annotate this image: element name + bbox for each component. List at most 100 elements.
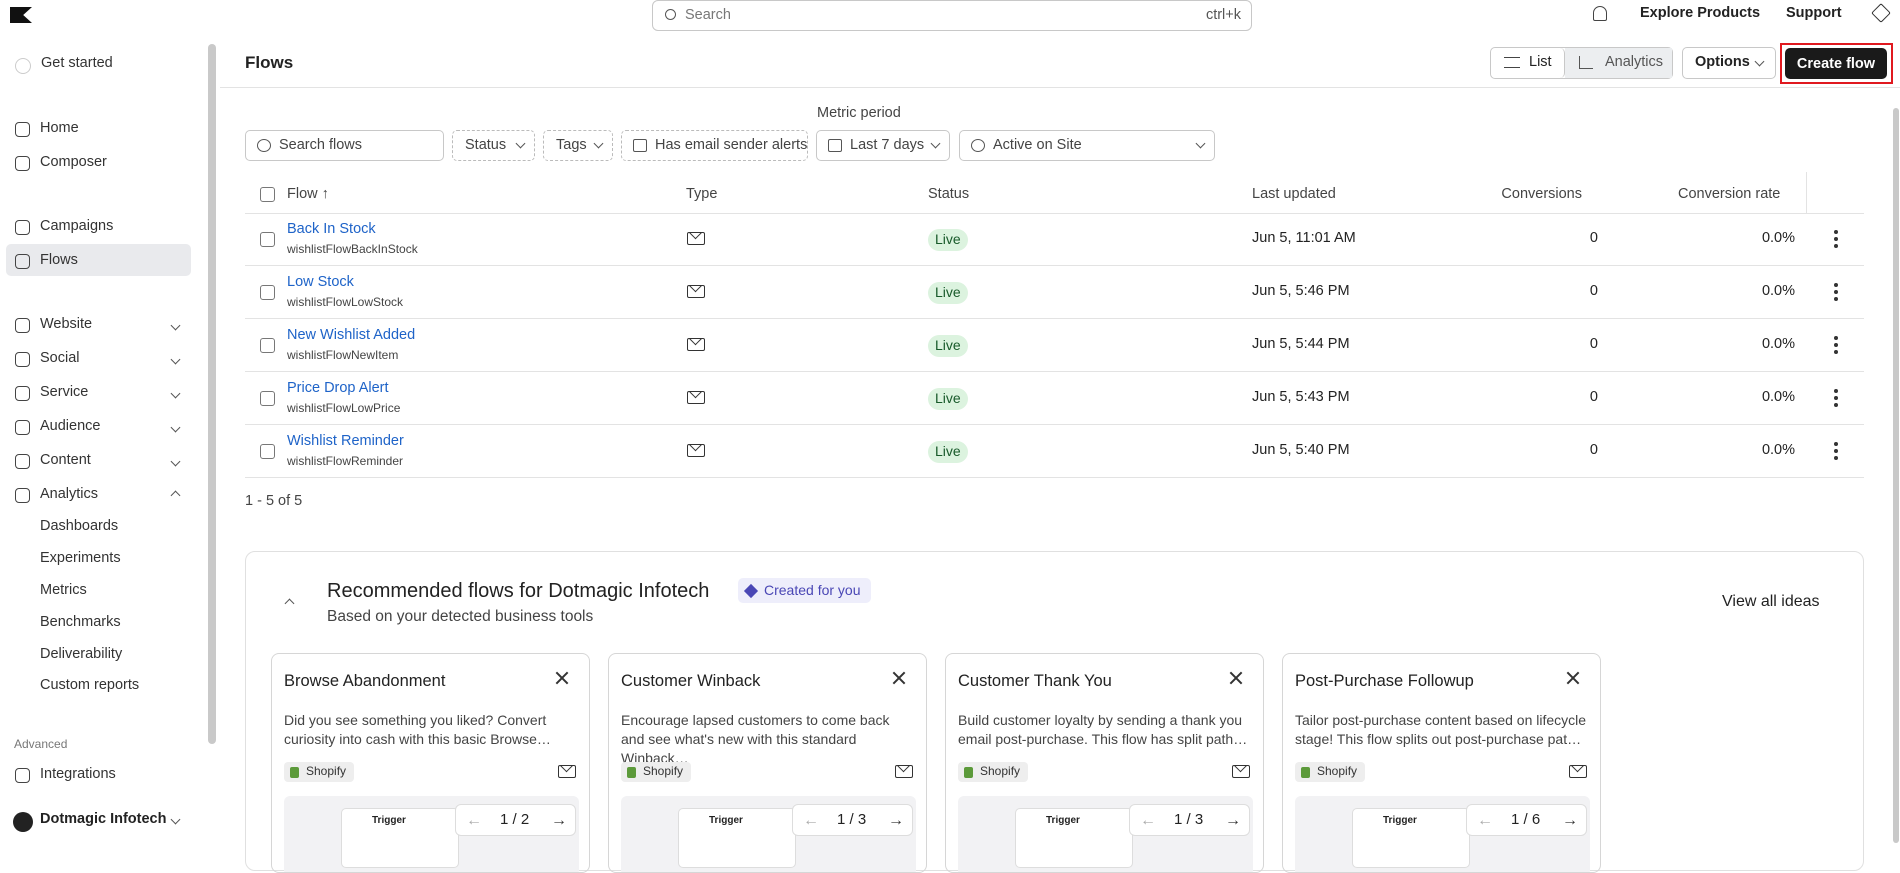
flow-name[interactable]: Wishlist Reminder [287,433,404,449]
shopify-icon [290,767,299,778]
period-select[interactable]: Last 7 days [816,130,950,161]
flow-name[interactable]: Price Drop Alert [287,380,389,396]
flow-name[interactable]: New Wishlist Added [287,327,416,343]
card-close[interactable] [1228,670,1244,686]
checkbox[interactable] [260,444,275,459]
nav-item[interactable]: Metrics [40,582,87,598]
dot [1834,343,1838,347]
nav-item[interactable]: Campaigns [40,218,114,234]
page-title: Flows [245,53,294,72]
chevron [515,138,526,149]
chevron [170,422,181,433]
conversions: 0 [1589,442,1598,458]
card-preview: Trigger ← → 1 / 3 [621,796,916,872]
flow-card: Post-Purchase Followup Tailor post-purcha… [1282,653,1601,873]
nav-item[interactable]: Integrations [40,766,116,782]
column-header: Conversion rate [1678,186,1781,202]
conversions: 0 [1589,389,1598,405]
card-description: Did you see something you liked? Convert… [284,712,551,747]
nav-item[interactable]: Home [40,120,79,136]
card-close[interactable] [554,670,570,686]
tags-filter[interactable]: Tags [543,130,613,161]
nav-item[interactable]: Audience [40,418,101,434]
checkbox[interactable] [260,187,275,202]
dot [1834,237,1838,241]
metric-select[interactable]: Active on Site [959,130,1215,161]
row-menu[interactable] [1834,442,1838,460]
flow-name[interactable]: Back In Stock [287,221,376,237]
dot [1834,442,1838,446]
nav-item[interactable]: Deliverability [40,646,123,662]
options-button[interactable]: Options [1682,47,1776,79]
flow-id: wishlistFlowReminder [287,454,404,468]
top-link[interactable]: Explore Products [1640,5,1761,21]
checkbox[interactable] [260,232,275,247]
pager-label: 1 / 3 [837,811,867,828]
checkbox[interactable] [260,285,275,300]
alerts-filter[interactable]: Has email sender alerts [621,130,808,161]
nav-item[interactable]: Experiments [40,550,121,566]
email-flap [688,445,704,452]
nav-icon [15,386,30,401]
card-preview: Trigger ← → 1 / 3 [958,796,1253,872]
card-description: Tailor post-purchase content based on li… [1295,712,1587,747]
global-search[interactable]: Search ctrl+k [652,0,1252,31]
search-icon [665,9,676,20]
nav-item[interactable]: Social [40,350,80,366]
prev-arrow[interactable]: ← [466,812,482,829]
nav-item[interactable]: Content [40,452,91,468]
conversion-rate: 0.0% [1761,442,1795,458]
bell-icon[interactable] [1593,6,1607,21]
nav-item[interactable]: Composer [40,154,107,170]
conversion-rate: 0.0% [1761,389,1795,405]
card-close[interactable] [1565,670,1581,686]
sparkle-icon[interactable] [1871,3,1891,23]
search-flows[interactable]: Search flows [245,130,444,161]
preview-pager: ← → 1 / 3 [792,804,913,836]
next-arrow[interactable]: → [1225,812,1241,829]
create-flow-button[interactable]: Create flow [1785,48,1887,79]
nav-icon [15,768,30,783]
email-icon [895,765,913,778]
row-menu[interactable] [1834,283,1838,301]
chevron [170,456,181,467]
email-icon [558,765,576,778]
nav-item[interactable]: Dashboards [40,518,119,534]
nav-item[interactable]: Get started [41,55,113,71]
nav-item[interactable]: Flows [40,252,78,268]
next-arrow[interactable]: → [1562,812,1578,829]
next-arrow[interactable]: → [551,812,567,829]
next-arrow[interactable]: → [888,812,904,829]
nav-item[interactable]: Benchmarks [40,614,121,630]
account-name[interactable]: Dotmagic Infotech [40,811,167,827]
prev-arrow[interactable]: ← [1477,812,1493,829]
list-icon [1504,57,1520,68]
flow-name[interactable]: Low Stock [287,274,354,290]
prev-arrow[interactable]: ← [1140,812,1156,829]
chevron [1754,56,1765,67]
prev-arrow[interactable]: ← [803,812,819,829]
column-header[interactable]: Flow ↑ [287,186,329,202]
nav-item[interactable]: Analytics [40,486,99,502]
nav-item[interactable]: Custom reports [40,677,140,693]
top-link[interactable]: Support [1786,5,1842,21]
toggle-list[interactable] [1491,48,1565,78]
row-menu[interactable] [1834,230,1838,248]
conversions: 0 [1589,336,1598,352]
nav-item[interactable]: Website [40,316,93,332]
card-close[interactable] [891,670,907,686]
row-menu[interactable] [1834,389,1838,407]
pager-label: 1 / 3 [1174,811,1204,828]
chevron [170,320,181,331]
nav-item[interactable]: Service [40,384,89,400]
email-flap [1233,766,1249,773]
filter-label: Has email sender alerts [655,137,808,153]
row-menu[interactable] [1834,336,1838,354]
preview-pager: ← → 1 / 2 [455,804,576,836]
checkbox[interactable] [260,391,275,406]
view-all[interactable]: View all ideas [1722,593,1820,610]
checkbox[interactable] [260,338,275,353]
status-filter[interactable]: Status [452,130,535,161]
toggle-analytics-bg[interactable] [1565,48,1672,78]
card-tag: Shopify [958,762,1029,782]
